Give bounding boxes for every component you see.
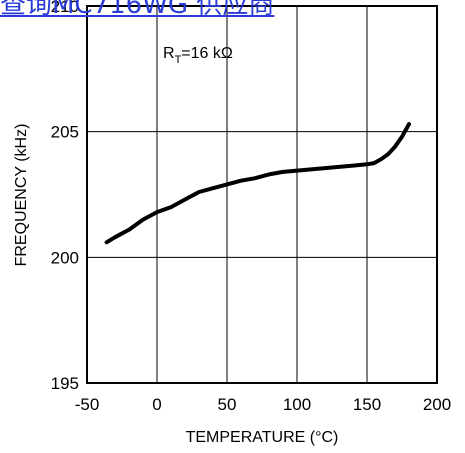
frequency-series-line [104,122,411,245]
y-tick-label: 195 [51,374,79,393]
x-tick-label: 100 [283,395,311,414]
rt-annotation: RT=16 kΩ [163,45,233,66]
x-tick-label: 0 [152,395,161,414]
y-tick-label: 205 [51,123,79,142]
grid-lines [87,6,437,383]
x-tick-label: -50 [75,395,100,414]
x-tick-labels: -50 0 50 100 150 200 [75,395,451,414]
x-axis-title: TEMPERATURE (°C) [186,429,339,446]
supplier-query-link[interactable]: 查询MC716WG 供应商 [0,0,275,20]
x-tick-label: 200 [423,395,451,414]
x-tick-label: 150 [353,395,381,414]
y-tick-label: 210 [51,0,79,16]
y-tick-label: 200 [51,248,79,267]
y-axis-title: FREQUENCY (kHz) [13,124,30,267]
y-tick-labels: 195 200 205 210 [51,0,79,393]
x-tick-label: 50 [218,395,237,414]
plot-frame [86,5,438,384]
